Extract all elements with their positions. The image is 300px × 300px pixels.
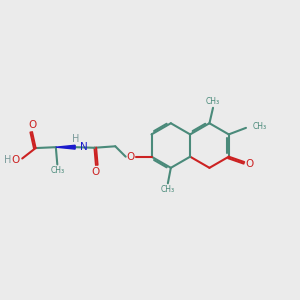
- Text: CH₃: CH₃: [161, 185, 175, 194]
- Text: CH₃: CH₃: [253, 122, 267, 131]
- Polygon shape: [56, 145, 75, 149]
- Text: O: O: [12, 155, 20, 165]
- Text: O: O: [245, 158, 254, 169]
- Text: O: O: [28, 121, 36, 130]
- Text: O: O: [126, 152, 134, 162]
- Text: O: O: [92, 167, 100, 176]
- Text: N: N: [80, 142, 87, 152]
- Text: H: H: [4, 155, 12, 165]
- Text: CH₃: CH₃: [206, 97, 220, 106]
- Text: CH₃: CH₃: [50, 166, 64, 175]
- Text: H: H: [72, 134, 80, 144]
